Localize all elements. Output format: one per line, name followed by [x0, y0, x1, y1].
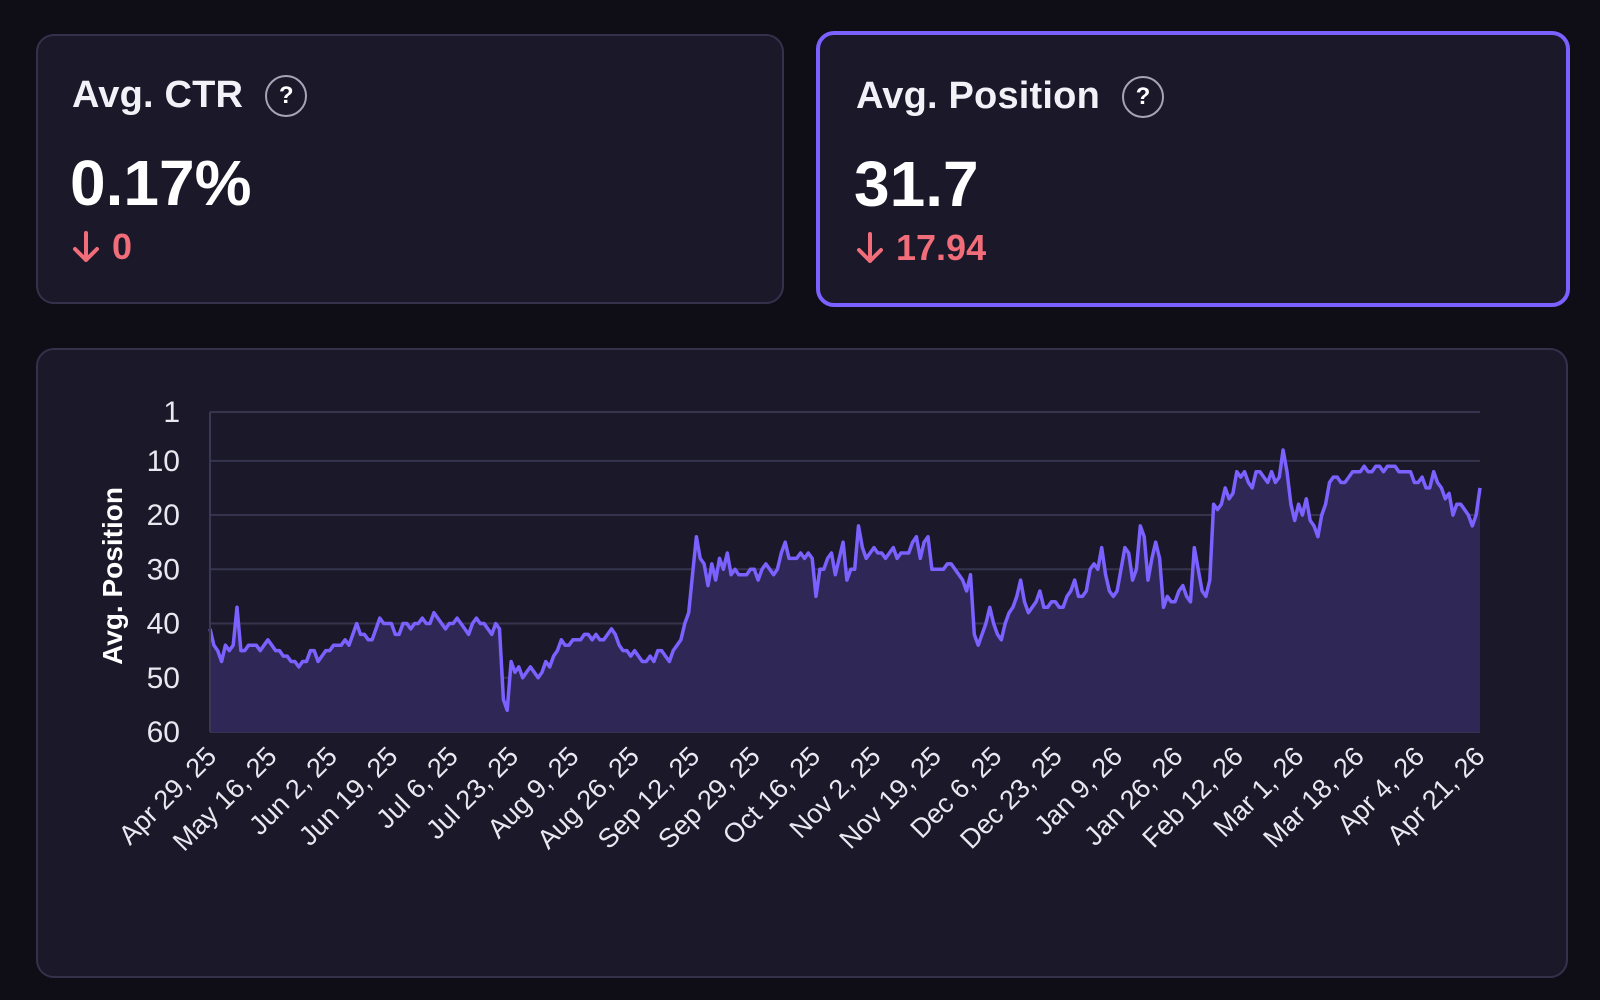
y-tick-label: 20	[147, 499, 180, 532]
y-tick-label: 1	[163, 396, 180, 429]
y-tick-label: 40	[147, 608, 180, 641]
question-mark-icon[interactable]: ?	[1121, 75, 1164, 118]
avg-position-header: Avg. Position ?	[856, 75, 1164, 118]
series-line[interactable]	[208, 448, 1482, 713]
y-tick-label: 30	[147, 553, 180, 586]
y-axis-ticks: 1 10 20 30 40 50 60	[147, 396, 180, 749]
arrow-down-icon	[73, 231, 99, 262]
avg-ctr-title: Avg. CTR	[72, 74, 244, 116]
avg-ctr-change: 0	[72, 226, 132, 268]
y-tick-label: 50	[147, 662, 180, 695]
avg-ctr-card[interactable]: Avg. CTR ? 0.17% 0	[36, 34, 784, 304]
avg-position-chart-card: Avg. Position 1 10 20 30 40 50 60 Apr 29, 25 Ma…	[36, 348, 1568, 978]
series-area	[210, 450, 1480, 732]
avg-position-chart[interactable]: Avg. Position 1 10 20 30 40 50 60 Apr 29, 25Ma…	[38, 350, 1566, 976]
question-mark-icon[interactable]: ?	[265, 74, 308, 117]
arrow-down-icon	[857, 232, 883, 263]
avg-position-change-value: 17.94	[896, 227, 987, 268]
avg-position-value: 31.7	[854, 148, 979, 220]
avg-ctr-header: Avg. CTR ?	[72, 74, 308, 117]
y-tick-label: 60	[147, 716, 180, 749]
y-tick-label: 10	[147, 445, 180, 478]
avg-ctr-change-value: 0	[112, 226, 133, 267]
avg-position-title: Avg. Position	[856, 75, 1100, 117]
avg-position-card[interactable]: Avg. Position ? 31.7 17.94	[816, 31, 1570, 307]
avg-position-change: 17.94	[856, 227, 986, 269]
avg-ctr-value: 0.17%	[70, 147, 252, 219]
y-axis-label: Avg. Position	[97, 487, 128, 665]
